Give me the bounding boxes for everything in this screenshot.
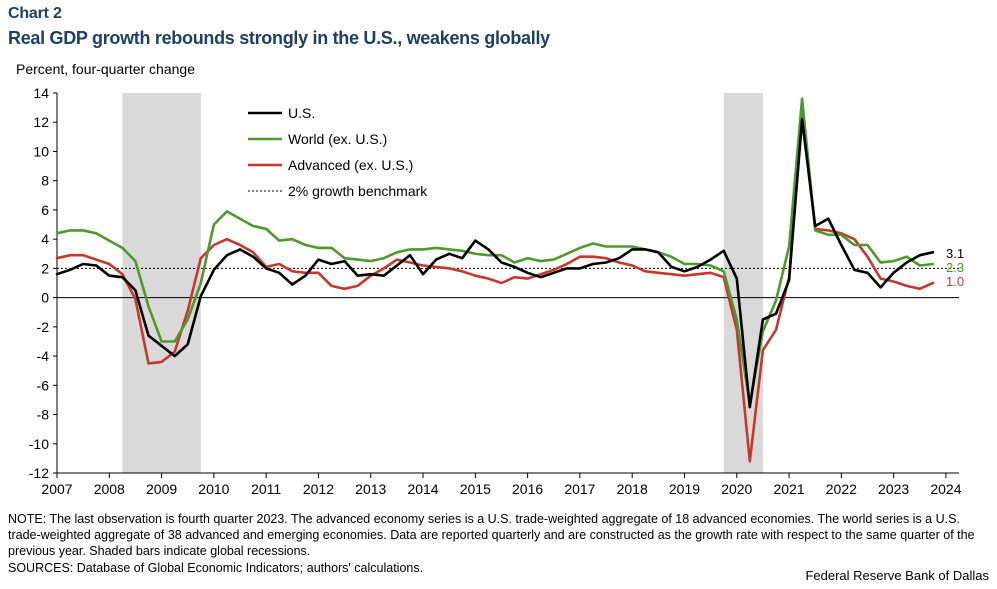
- y-tick-label: -6: [37, 377, 50, 393]
- x-tick-label: 2013: [355, 481, 386, 497]
- legend-label: Advanced (ex. U.S.): [288, 157, 413, 173]
- series-line-u-s: [55, 118, 935, 409]
- chart-axes: -12 -10 -8 -6 -4 -2 0 2 4 6 8 10 12 14 2007 2008 2009 201…: [29, 85, 962, 497]
- y-tick-label: 14: [33, 85, 49, 101]
- legend-label: U.S.: [288, 105, 315, 121]
- recession-shading: [122, 93, 763, 473]
- x-tick-label: 2012: [303, 481, 334, 497]
- x-tick-label: 2014: [407, 481, 438, 497]
- y-tick-label: -10: [29, 436, 49, 452]
- recession-bar-2: [723, 93, 763, 473]
- chart-note: NOTE: The last observation is fourth qua…: [8, 512, 975, 558]
- y-tick-label: 4: [41, 231, 49, 247]
- legend-label: World (ex. U.S.): [288, 131, 387, 147]
- y-tick-label: -2: [37, 319, 50, 335]
- x-tick-label: 2008: [94, 481, 125, 497]
- y-tick-label: 10: [33, 143, 49, 159]
- end-label: 2.3: [946, 260, 964, 275]
- y-tick-label: 12: [33, 114, 49, 130]
- legend-label: 2% growth benchmark: [288, 183, 428, 199]
- y-tick-label: 8: [41, 173, 49, 189]
- end-labels: 3.12.31.0: [946, 246, 964, 289]
- x-tick-label: 2016: [512, 481, 543, 497]
- y-tick-label: 2: [41, 260, 49, 276]
- end-label: 3.1: [946, 246, 964, 261]
- y-tick-label: 0: [41, 290, 49, 306]
- y-axis-unit-label: Percent, four-quarter change: [16, 61, 195, 77]
- x-tick-label: 2007: [41, 481, 72, 497]
- y-tick-label: -4: [37, 348, 50, 364]
- chart-sources: SOURCES: Database of Global Economic Ind…: [8, 561, 424, 575]
- y-tick-label: -8: [37, 407, 50, 423]
- end-label: 1.0: [946, 274, 964, 289]
- x-tick-label: 2019: [669, 481, 700, 497]
- y-tick-label: 6: [41, 202, 49, 218]
- x-tick-label: 2023: [878, 481, 909, 497]
- x-tick-label: 2018: [617, 481, 648, 497]
- x-tick-label: 2017: [564, 481, 595, 497]
- x-tick-label: 2024: [930, 481, 961, 497]
- x-tick-label: 2015: [460, 481, 491, 497]
- chart-legend: U.S. World (ex. U.S.) Advanced (ex. U.S.) 2…: [248, 105, 428, 199]
- x-tick-label: 2021: [773, 481, 804, 497]
- x-tick-label: 2009: [146, 481, 177, 497]
- x-tick-label: 2010: [198, 481, 229, 497]
- x-tick-label: 2011: [251, 481, 281, 497]
- series-lines: [55, 97, 935, 463]
- chart-number: Chart 2: [8, 5, 62, 22]
- chart-title: Real GDP growth rebounds strongly in the…: [8, 28, 550, 48]
- x-tick-label: 2022: [826, 481, 857, 497]
- recession-bar-1: [122, 93, 201, 473]
- publisher-credit: Federal Reserve Bank of Dallas: [805, 568, 989, 583]
- x-tick-label: 2020: [721, 481, 752, 497]
- y-tick-label: -12: [29, 465, 49, 481]
